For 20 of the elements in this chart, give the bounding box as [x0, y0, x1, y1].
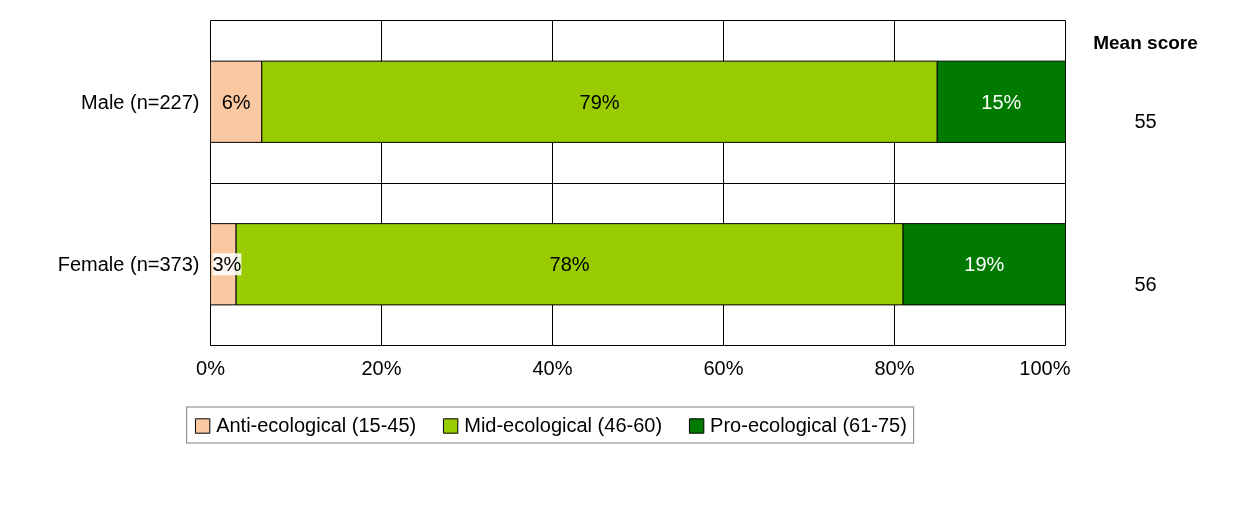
x-tick-label: 40%: [532, 356, 573, 379]
text: 56: [1134, 272, 1157, 295]
x-tick-label: 20%: [361, 356, 402, 379]
x-tick-label: 100%: [1019, 356, 1071, 379]
legend-label: Mid-ecological (46-60): [464, 413, 663, 437]
x-tick-label: 60%: [703, 356, 744, 379]
data-label: 3%: [212, 253, 242, 276]
data-label: 79%: [579, 90, 620, 113]
legend-label: Anti-ecological (15-45): [216, 413, 417, 437]
text: 55: [1134, 110, 1157, 133]
data-label: 6%: [221, 90, 251, 113]
data-label: 15%: [981, 90, 1022, 113]
y-tick-label: Male (n=227): [81, 90, 200, 113]
x-tick-label: 80%: [874, 356, 915, 379]
y-tick-label: Female (n=373): [57, 253, 200, 276]
data-label: 19%: [964, 253, 1005, 276]
x-tick-label: 0%: [196, 356, 226, 379]
text: Mean score: [1093, 32, 1198, 53]
data-label: 78%: [549, 253, 590, 276]
legend-label: Pro-ecological (61-75): [710, 413, 907, 437]
